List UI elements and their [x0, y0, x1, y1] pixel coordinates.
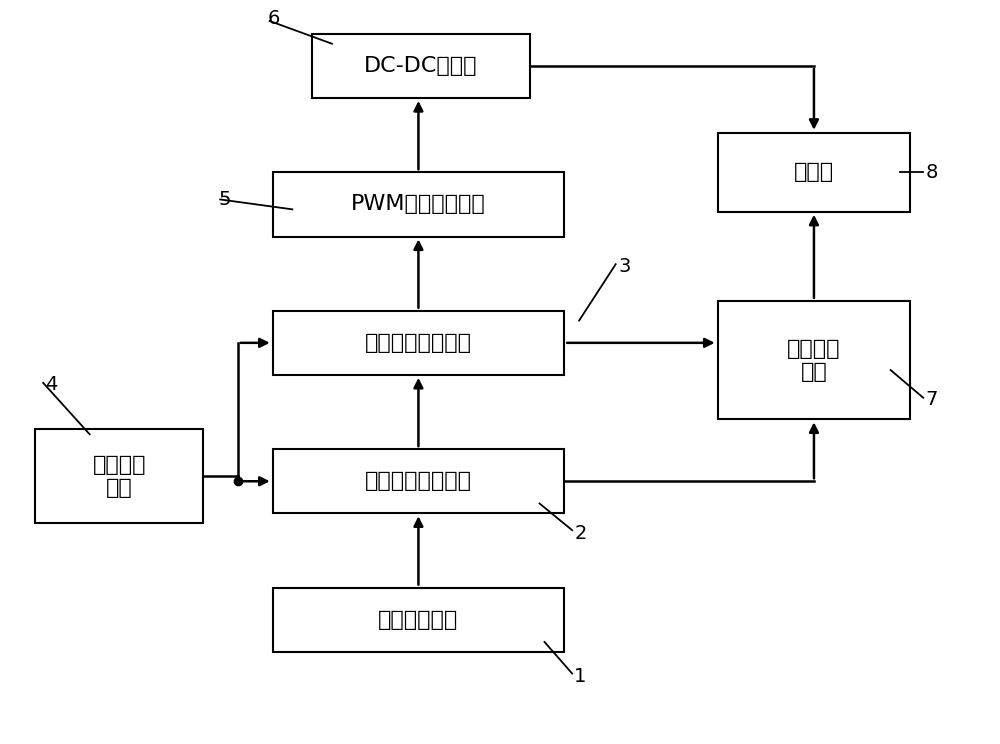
Text: 电池管理
电路: 电池管理 电路 — [787, 339, 841, 382]
Bar — [273, 311, 564, 375]
Text: 1: 1 — [574, 667, 587, 686]
Bar — [273, 588, 564, 652]
Text: DC-DC变换器: DC-DC变换器 — [364, 56, 478, 76]
Bar — [273, 449, 564, 513]
Text: 活化信号检测电路: 活化信号检测电路 — [365, 471, 472, 491]
Bar — [312, 33, 530, 98]
Bar — [35, 429, 203, 523]
Text: 蓄电池: 蓄电池 — [794, 162, 834, 182]
Text: 7: 7 — [925, 390, 938, 409]
Text: 2: 2 — [574, 524, 587, 542]
Text: 8: 8 — [925, 163, 938, 182]
Bar — [273, 173, 564, 237]
Text: 6: 6 — [268, 10, 280, 28]
Text: 活化信号隔离电路: 活化信号隔离电路 — [365, 333, 472, 353]
Bar — [718, 301, 910, 420]
Text: 活化操作电路: 活化操作电路 — [378, 609, 459, 629]
Text: 3: 3 — [619, 257, 631, 276]
Text: 基准电压
电路: 基准电压 电路 — [93, 455, 146, 498]
Bar — [718, 132, 910, 212]
Text: 5: 5 — [218, 190, 231, 209]
Text: PWM控制驱动电路: PWM控制驱动电路 — [351, 194, 486, 214]
Text: 4: 4 — [45, 376, 58, 394]
